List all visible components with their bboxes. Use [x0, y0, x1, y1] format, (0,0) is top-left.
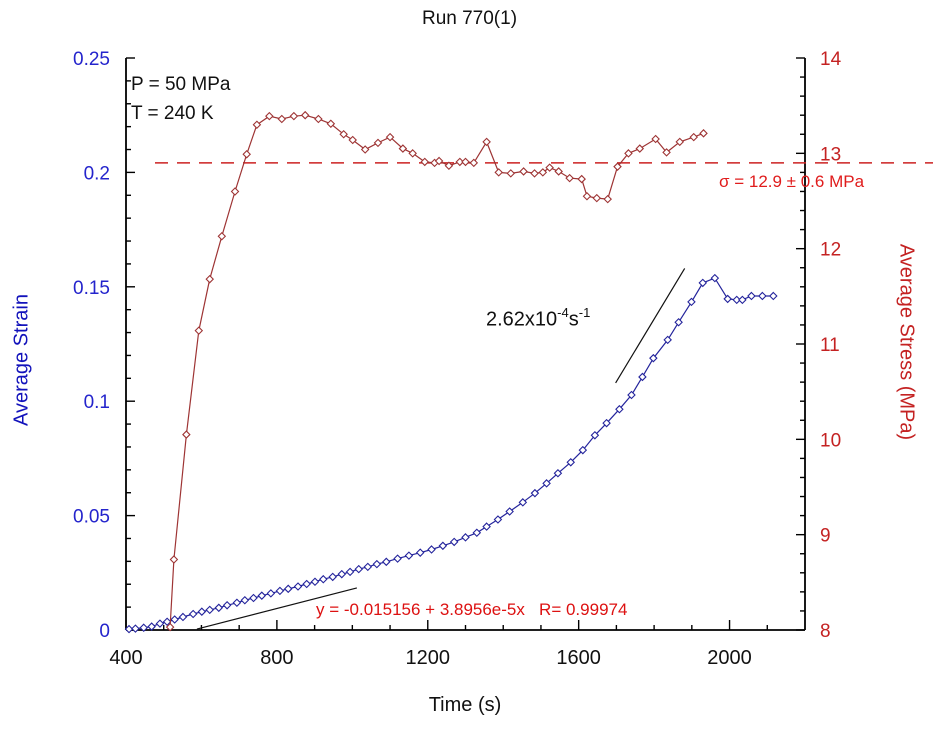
right-tick-label: 13 [820, 144, 841, 165]
strain-rate-unit: s [568, 308, 579, 331]
left-tick-label: 0.2 [84, 163, 110, 184]
annotation-stress-mean: σ = 12.9 ± 0.6 MPa [719, 172, 865, 191]
right-tick-label: 9 [820, 526, 831, 547]
series-average-stress-markers [165, 110, 708, 632]
x-tick-label: 400 [109, 647, 142, 669]
series-average-stress [165, 110, 708, 632]
chart-title: Run 770(1) [421, 8, 518, 29]
annotation-fit-equation: y = -0.015156 + 3.8956e-5x R= 0.99974 [316, 600, 628, 619]
right-tick-label: 10 [820, 430, 841, 451]
x-tick-label: 2000 [707, 647, 752, 669]
axis-ticks [125, 57, 805, 631]
left-tick-label: 0.1 [84, 392, 110, 413]
plot-axes [125, 58, 806, 631]
left-tick-label: 0 [99, 621, 110, 642]
right-tick-label: 11 [820, 335, 840, 356]
left-tick-label: 0.25 [73, 49, 110, 70]
fit-line-segment [615, 268, 686, 384]
series-average-strain [124, 273, 778, 634]
annotation-temperature: T = 240 K [131, 103, 214, 124]
x-tick-label: 1600 [556, 647, 601, 669]
axis-tick-labels: 400 800 1200 1600 2000 0 0.05 0.1 0.15 0.2 0.25 8 9 1… [73, 49, 842, 669]
strain-rate-unit-exponent: -1 [578, 305, 591, 320]
fit-line-segment [196, 587, 358, 630]
right-axis-title: Average Stress (MPa) [895, 243, 918, 441]
annotation-strain-rate: 2.62x10-4s-1 [486, 305, 591, 332]
x-tick-label: 1200 [406, 647, 451, 669]
right-tick-label: 14 [820, 49, 842, 70]
series-average-strain-markers [124, 273, 778, 634]
left-axis-title: Average Strain [10, 294, 33, 426]
strain-rate-exponent: -4 [557, 305, 569, 320]
right-tick-label: 12 [820, 240, 841, 261]
annotation-pressure: P = 50 MPa [131, 74, 231, 95]
left-tick-label: 0.05 [73, 507, 110, 528]
right-tick-label: 8 [820, 621, 831, 642]
strain-rate-base: 2.62x10 [486, 308, 558, 331]
x-tick-label: 800 [260, 647, 293, 669]
x-axis-title: Time (s) [428, 694, 502, 716]
left-tick-label: 0.15 [73, 278, 110, 299]
